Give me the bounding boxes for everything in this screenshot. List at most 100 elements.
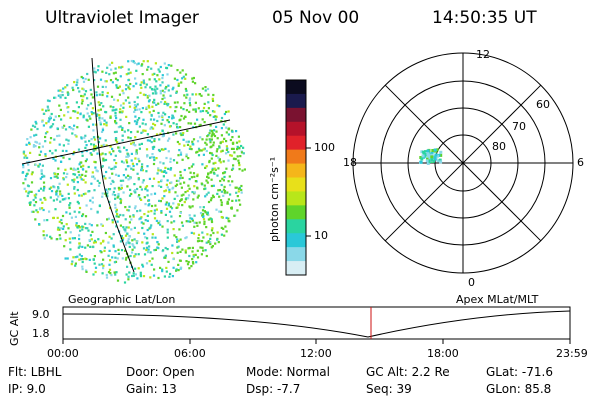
speckle-dot: [138, 218, 141, 221]
speckle-dot: [133, 61, 136, 65]
speckle-dot: [139, 185, 142, 188]
time-label: 14:50:35 UT: [432, 8, 537, 28]
speckle-dot: [78, 206, 82, 210]
speckle-dot: [147, 65, 150, 69]
speckle-dot: [185, 89, 188, 92]
speckle-dot: [225, 230, 228, 233]
speckle-dot: [233, 151, 236, 154]
timeline-frame: [62, 306, 571, 340]
speckle-dot: [90, 93, 93, 96]
speckle-dot: [159, 92, 162, 95]
speckle-dot: [138, 108, 141, 111]
speckle-dot: [232, 164, 235, 167]
speckle-dot: [59, 237, 62, 240]
aurora-dot: [420, 157, 424, 161]
speckle-dot: [235, 199, 238, 202]
speckle-dot: [30, 210, 34, 213]
speckle-dot: [203, 220, 206, 223]
speckle-dot: [177, 154, 180, 157]
aurora-dot: [422, 150, 426, 154]
speckle-dot: [157, 276, 160, 280]
speckle-dot: [153, 212, 156, 215]
speckle-dot: [205, 149, 208, 153]
speckle-dot: [85, 158, 88, 161]
speckle-dot: [130, 159, 133, 162]
speckle-dot: [146, 189, 149, 192]
speckle-dot: [223, 112, 226, 116]
speckle-dot: [167, 202, 171, 205]
speckle-dot: [84, 257, 87, 260]
speckle-dot: [59, 96, 62, 99]
speckle-dot: [210, 157, 213, 160]
speckle-dot: [175, 105, 178, 109]
speckle-dot: [210, 138, 213, 141]
speckle-dot: [67, 227, 70, 230]
speckle-dot: [238, 164, 241, 167]
speckle-dot: [202, 106, 206, 110]
speckle-dot: [212, 144, 215, 147]
speckle-dot: [136, 63, 139, 66]
speckle-dot: [167, 103, 170, 106]
speckle-dot: [168, 210, 172, 213]
speckle-dot: [148, 260, 151, 263]
speckle-dot: [61, 94, 64, 97]
speckle-dot: [119, 179, 122, 182]
speckle-dot: [47, 109, 50, 112]
speckle-dot: [28, 142, 31, 146]
speckle-dot: [170, 64, 173, 67]
speckle-dot: [108, 200, 111, 203]
speckle-dot: [65, 176, 68, 179]
speckle-dot: [64, 86, 67, 89]
speckle-dot: [122, 179, 125, 182]
speckle-dot: [142, 222, 145, 225]
speckle-dot: [67, 142, 70, 145]
speckle-dot: [197, 233, 201, 236]
speckle-dot: [130, 251, 134, 254]
speckle-dot: [237, 161, 241, 165]
speckle-dot: [135, 163, 139, 166]
speckle-dot: [190, 148, 193, 151]
speckle-dot: [37, 165, 40, 168]
speckle-dot: [121, 128, 124, 131]
colorbar-segment: [286, 149, 306, 165]
speckle-dot: [216, 137, 219, 140]
speckle-dot: [118, 66, 121, 69]
speckle-dot: [187, 122, 190, 125]
speckle-dot: [120, 249, 124, 252]
speckle-dot: [166, 186, 169, 189]
speckle-dot: [156, 172, 159, 175]
speckle-dot: [159, 89, 162, 93]
speckle-dot: [195, 261, 198, 264]
speckle-dot: [90, 224, 93, 227]
speckle-dot: [71, 237, 74, 240]
speckle-dot: [210, 219, 213, 222]
speckle-dot: [98, 204, 101, 208]
speckle-dot: [55, 198, 59, 201]
info-glon: GLon: 85.8: [486, 382, 552, 396]
speckle-dot: [201, 118, 204, 121]
speckle-dot: [161, 270, 164, 273]
x-label-2359: 23:59: [556, 347, 588, 360]
speckle-dot: [41, 207, 44, 210]
speckle-dot: [50, 237, 53, 240]
speckle-dot: [171, 275, 174, 278]
speckle-dot: [182, 138, 185, 141]
speckle-dot: [108, 188, 112, 191]
speckle-dot: [144, 203, 147, 206]
colorbar-segment: [286, 219, 306, 234]
speckle-dot: [127, 136, 130, 139]
speckle-dot: [211, 153, 214, 157]
speckle-dot: [132, 168, 135, 171]
speckle-dot: [145, 106, 148, 109]
speckle-dot: [162, 94, 165, 97]
speckle-dot: [85, 144, 88, 147]
speckle-dot: [160, 211, 163, 214]
speckle-dot: [178, 142, 181, 146]
speckle-dot: [212, 162, 215, 165]
speckle-dot: [218, 195, 221, 198]
speckle-dot: [191, 219, 194, 222]
speckle-dot: [50, 112, 53, 116]
speckle-dot: [109, 182, 113, 185]
speckle-dot: [236, 145, 239, 148]
speckle-dot: [82, 168, 85, 171]
